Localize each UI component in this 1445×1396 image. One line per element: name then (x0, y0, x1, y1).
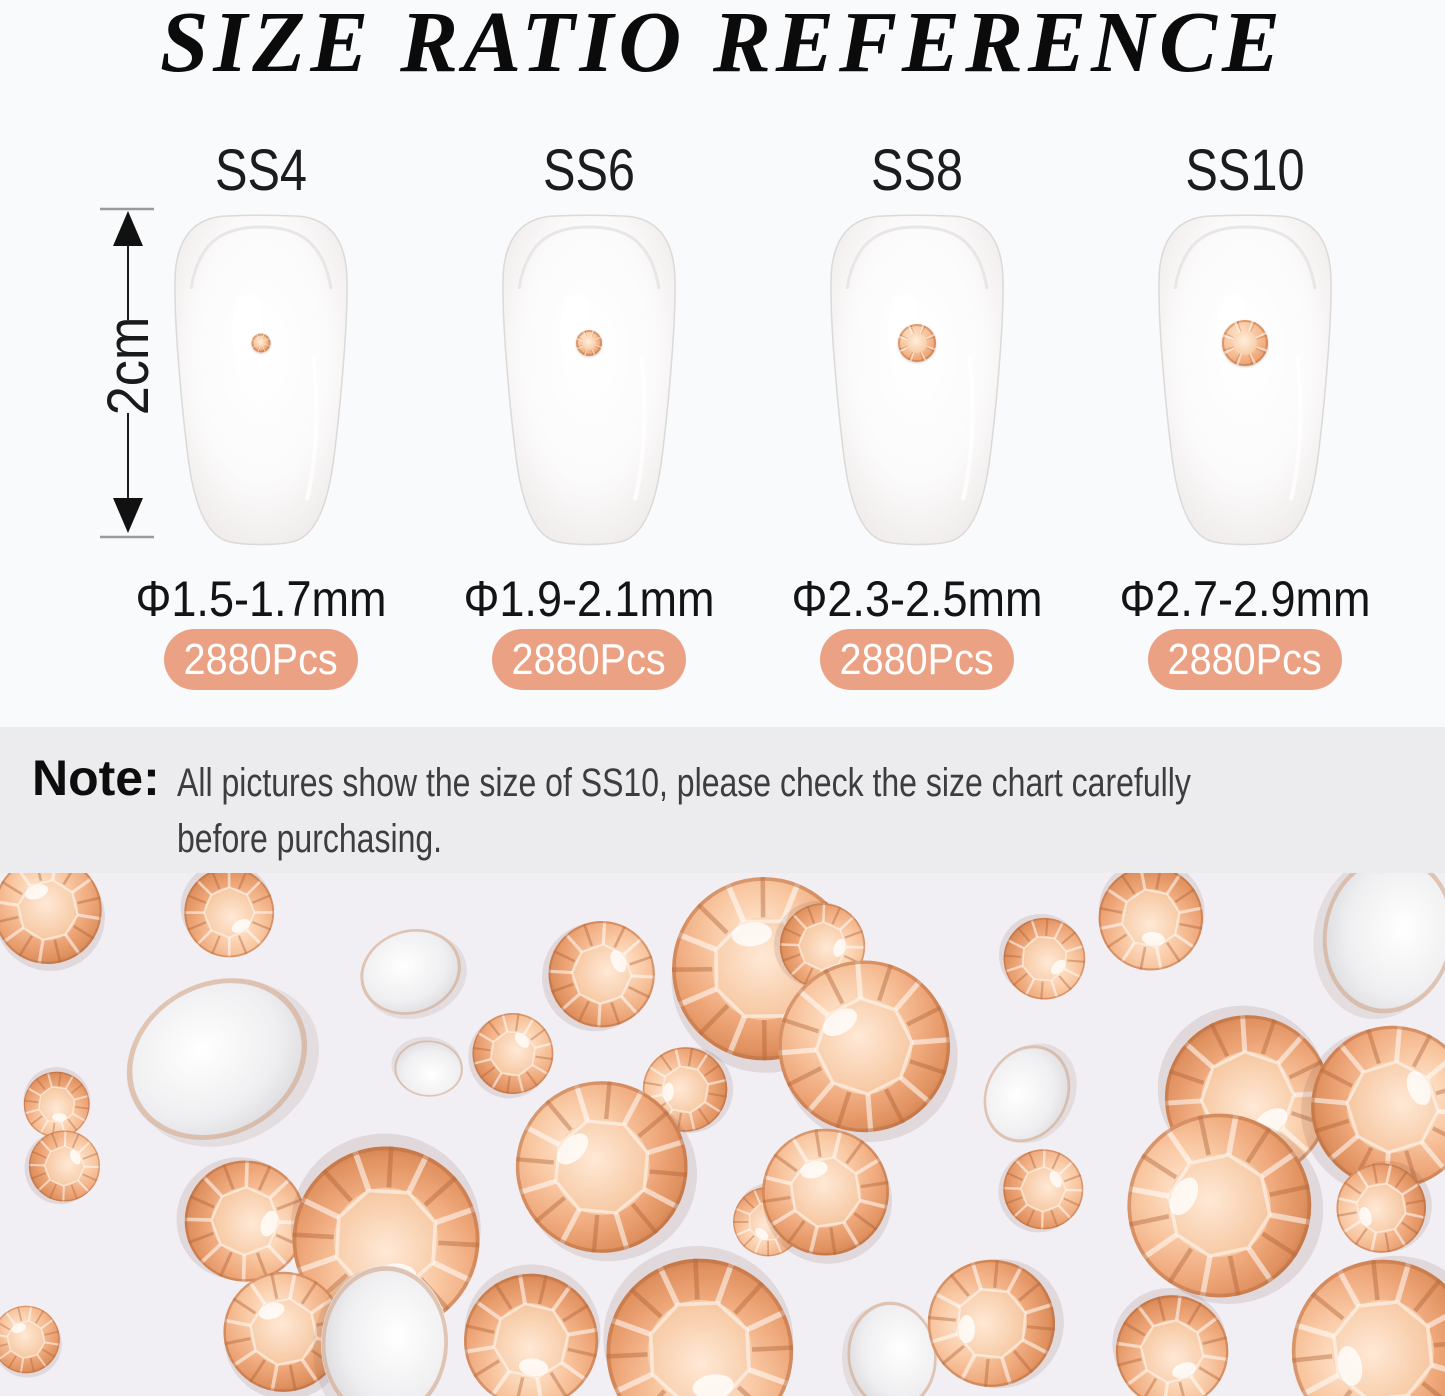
rhinestone-ss10 (1222, 320, 1268, 366)
rhinestones-photo (0, 873, 1445, 1396)
size-column-ss6: SS6 Φ1.9-2.1mm 2880Pcs (425, 0, 753, 727)
count-badge: 2880Pcs (1148, 629, 1342, 690)
rhinestone-flat-back (834, 1295, 945, 1396)
count-label: 2880Pcs (1167, 634, 1323, 684)
nail-tip-image (174, 214, 348, 546)
nail-tip (161, 205, 361, 550)
count-badge: 2880Pcs (492, 629, 686, 690)
nail-tip (1145, 205, 1345, 550)
diameter-label: Φ2.3-2.5mm (791, 571, 1043, 627)
nail-tip (817, 205, 1017, 550)
size-chart: 2cm SS4 (95, 0, 1409, 727)
count-badge: 2880Pcs (820, 629, 1014, 690)
rhinestone-ss8 (898, 324, 936, 362)
gem-scatter (0, 873, 1445, 1396)
ruler-label: 2cm (95, 317, 160, 416)
size-name: SS10 (1185, 138, 1305, 203)
rhinestone-flat-back (388, 1033, 467, 1100)
size-column-ss10: SS10 Φ2.7-2.9mm 2880Pcs (1081, 0, 1409, 727)
rhinestone-face-up (988, 1134, 1099, 1245)
arrow-down-icon (113, 498, 143, 533)
dimension-arrow-2cm: 2cm (95, 207, 161, 539)
diameter-label: Φ1.5-1.7mm (135, 571, 387, 627)
arrow-up-icon (113, 211, 143, 246)
diameter-label: Φ2.7-2.9mm (1119, 571, 1371, 627)
count-badge: 2880Pcs (164, 629, 358, 690)
rhinestone-face-up (975, 890, 1113, 1028)
size-column-ss4: SS4 Φ1.5-1.7mm 2 (97, 0, 425, 727)
nail-tip (489, 205, 689, 550)
size-name: SS6 (542, 138, 636, 203)
rhinestone-ss6 (576, 330, 602, 356)
count-label: 2880Pcs (839, 634, 995, 684)
note-label: Note: (32, 750, 160, 806)
rhinestone-face-up (169, 873, 290, 973)
rhinestone-face-up (15, 1117, 114, 1215)
rhinestone-face-up (0, 1288, 78, 1391)
rhinestone-ss4 (251, 333, 271, 353)
page-title: SIZE RATIO REFERENCE (159, 0, 1286, 90)
nail-tip-image (502, 214, 676, 546)
size-column-ss8: SS8 Φ2.3-2.5mm 2880Pcs (753, 0, 1081, 727)
rhinestone-face-up (0, 873, 131, 993)
count-label: 2880Pcs (183, 634, 339, 684)
size-name: SS8 (870, 138, 964, 203)
nail-tip-image (1158, 214, 1332, 546)
rhinestone-flat-back (97, 942, 348, 1180)
rhinestone-face-up (1054, 873, 1247, 1015)
rhinestone-face-up (526, 899, 677, 1050)
rhinestone-flat-back (965, 1024, 1095, 1162)
rhinestone-flat-back (1301, 873, 1445, 1031)
size-name: SS4 (214, 138, 308, 203)
note-banner: Note: All pictures show the size of SS10… (0, 727, 1445, 873)
nail-tip-image (830, 214, 1004, 546)
count-label: 2880Pcs (511, 634, 667, 684)
rhinestones-photo-canvas (0, 873, 1445, 1396)
diameter-label: Φ1.9-2.1mm (463, 571, 715, 627)
rhinestone-flat-back (346, 912, 480, 1035)
note-text: All pictures show the size of SS10, plea… (176, 761, 1191, 861)
